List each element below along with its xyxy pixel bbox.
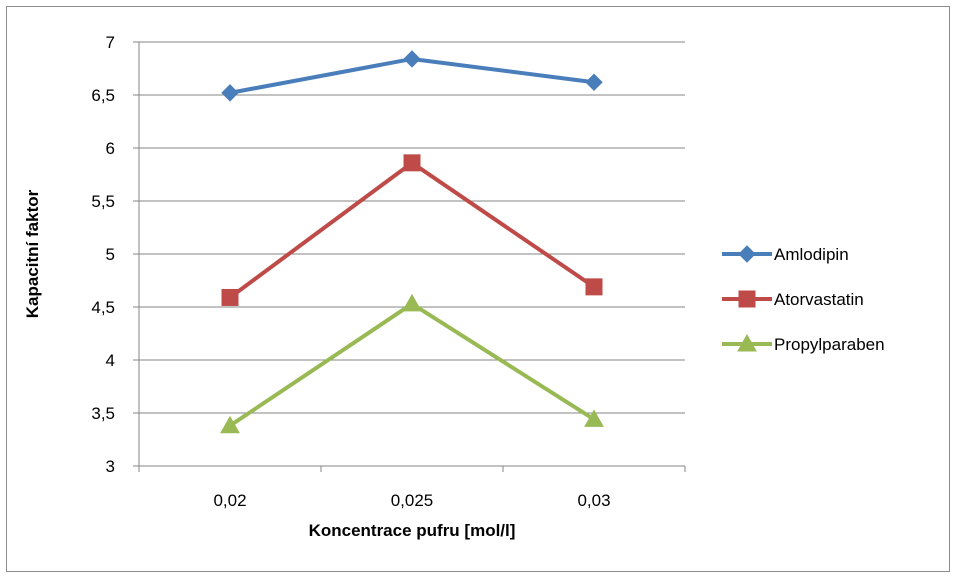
data-point-marker xyxy=(403,50,421,68)
data-point-marker xyxy=(220,415,240,434)
series-line xyxy=(228,301,596,428)
data-point-marker xyxy=(403,154,421,172)
x-tick-label: 0,03 xyxy=(577,491,610,510)
gridlines xyxy=(139,41,685,414)
legend-item: Amlodipin xyxy=(722,245,849,264)
legend-label: Atorvastatin xyxy=(774,290,864,309)
y-tick-labels: 3 3,5 4 4,5 5 5,5 6 6,5 7 xyxy=(91,33,139,476)
y-tick-label: 3,5 xyxy=(91,404,115,423)
chart-frame xyxy=(6,6,950,572)
legend-label: Amlodipin xyxy=(774,245,849,264)
data-point-marker xyxy=(585,278,603,296)
series-line xyxy=(228,160,596,300)
series-amlodipin xyxy=(221,50,603,102)
x-tick-labels: 0,02 0,025 0,03 xyxy=(138,466,686,510)
y-tick-label: 5,5 xyxy=(91,192,115,211)
legend-marker xyxy=(738,245,756,263)
x-tick-label: 0,02 xyxy=(213,491,246,510)
data-point-marker xyxy=(221,288,239,306)
y-tick-label: 7 xyxy=(106,33,115,52)
x-axis-title: Koncentrace pufru [mol/l] xyxy=(309,521,516,540)
series-group xyxy=(220,50,604,434)
y-tick-label: 4 xyxy=(106,351,115,370)
data-point-marker xyxy=(585,73,603,91)
y-tick-label: 6,5 xyxy=(91,86,115,105)
x-tick-label: 0,025 xyxy=(391,491,434,510)
data-point-marker xyxy=(221,84,239,102)
y-tick-label: 3 xyxy=(106,457,115,476)
legend-item: Propylparaben xyxy=(722,333,885,354)
legend-label: Propylparaben xyxy=(774,335,885,354)
series-atorvastatin xyxy=(221,154,603,306)
series-propylparaben xyxy=(220,293,604,434)
y-axis-title: Kapacitní faktor xyxy=(23,189,42,318)
legend-item: Atorvastatin xyxy=(722,290,864,309)
data-point-marker xyxy=(584,409,604,427)
legend-marker xyxy=(738,290,756,308)
y-tick-label: 4,5 xyxy=(91,298,115,317)
y-tick-label: 6 xyxy=(106,139,115,158)
legend-marker xyxy=(737,333,757,352)
y-tick-label: 5 xyxy=(106,245,115,264)
data-point-marker xyxy=(402,293,422,312)
legend: Amlodipin Atorvastatin Propylparaben xyxy=(722,245,885,354)
